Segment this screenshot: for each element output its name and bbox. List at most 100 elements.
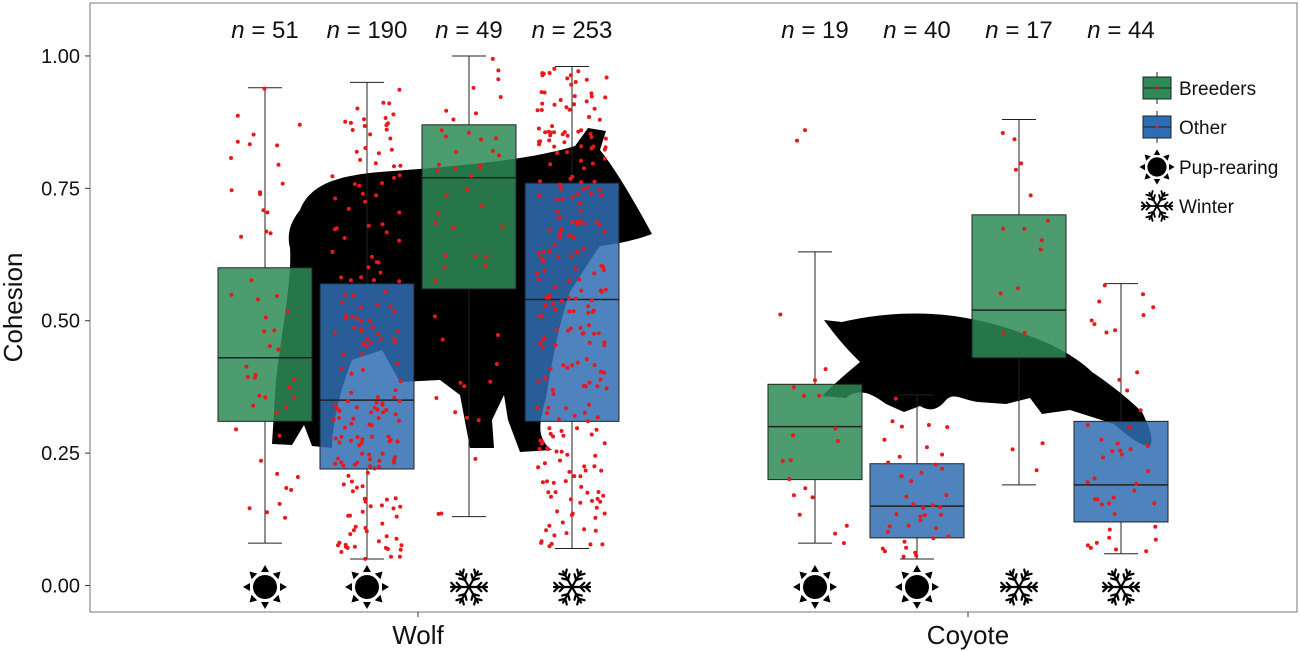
data-point [1001, 330, 1006, 335]
data-point [1101, 455, 1105, 460]
legend-label: Breeders [1179, 79, 1256, 100]
data-point [595, 496, 600, 501]
data-point [546, 490, 551, 495]
data-point [589, 135, 594, 140]
data-point [360, 451, 365, 456]
data-point [554, 328, 559, 332]
data-point [500, 224, 505, 229]
data-point [351, 528, 356, 533]
data-point [284, 405, 289, 410]
data-point [381, 410, 386, 415]
data-point [376, 416, 381, 420]
data-point [367, 422, 372, 427]
data-point [1152, 501, 1157, 506]
data-point [536, 126, 541, 131]
data-point [352, 182, 357, 187]
data-point [602, 229, 607, 234]
data-point [590, 161, 595, 166]
data-point [339, 434, 344, 439]
data-point [251, 403, 256, 408]
box-iqr [1073, 420, 1169, 523]
data-point [578, 201, 582, 206]
data-point [885, 529, 890, 534]
data-point [558, 231, 562, 236]
data-point [582, 166, 586, 171]
data-point [554, 449, 559, 454]
data-point [579, 484, 584, 489]
data-point [603, 145, 608, 150]
data-point [444, 193, 449, 198]
data-point [348, 513, 352, 518]
x-tick-label: Coyote [927, 620, 1009, 650]
data-point [559, 186, 564, 191]
data-point [586, 310, 591, 315]
data-point [436, 162, 441, 167]
data-point [392, 460, 396, 465]
data-point [244, 364, 249, 369]
data-point [480, 204, 484, 208]
data-point [553, 490, 558, 495]
data-point [367, 452, 372, 457]
data-point [926, 423, 931, 427]
data-point [551, 392, 556, 397]
data-point [578, 500, 583, 505]
data-point [547, 295, 552, 300]
data-point [535, 406, 540, 411]
data-point [443, 253, 448, 258]
data-point [359, 275, 364, 280]
data-point [235, 139, 240, 144]
data-point [378, 336, 383, 341]
data-point [886, 460, 891, 465]
data-point [352, 544, 357, 549]
data-point [350, 489, 355, 494]
data-point [1013, 167, 1018, 172]
data-point [591, 144, 596, 149]
data-point [235, 113, 240, 118]
data-point [934, 526, 939, 531]
data-point [392, 309, 397, 314]
data-point [277, 501, 282, 506]
data-point [1107, 501, 1111, 506]
data-point [535, 108, 540, 113]
data-point [600, 542, 605, 547]
data-point [922, 513, 927, 518]
data-point [392, 395, 397, 400]
data-point [395, 361, 400, 366]
data-point [918, 518, 923, 523]
data-point [343, 542, 348, 547]
data-point [363, 499, 368, 504]
data-point [393, 388, 398, 393]
data-point [540, 480, 545, 485]
data-point [392, 455, 397, 460]
data-point [370, 434, 374, 439]
data-point [547, 426, 552, 431]
data-point [599, 289, 604, 294]
data-point [283, 515, 288, 520]
data-point [263, 315, 268, 320]
data-point [399, 543, 404, 548]
data-point [565, 365, 570, 370]
season-icons-layer [243, 565, 1141, 609]
data-point [355, 435, 360, 440]
data-point [377, 458, 382, 463]
points-wolf-breeders-pup-rearing [229, 86, 302, 520]
data-point [572, 474, 577, 479]
data-point [536, 465, 541, 470]
data-point [355, 106, 360, 111]
data-point [558, 182, 562, 187]
data-point [578, 208, 583, 213]
data-point [1102, 283, 1107, 288]
data-point [378, 270, 383, 275]
data-point [539, 314, 544, 319]
data-point [388, 136, 393, 141]
data-point [333, 461, 338, 466]
data-point [565, 133, 570, 138]
data-point [360, 484, 365, 489]
data-point [582, 221, 587, 226]
data-point [537, 142, 542, 147]
data-point [592, 363, 597, 367]
data-point [589, 298, 594, 303]
data-point [391, 112, 396, 117]
data-point [436, 511, 441, 516]
points-wolf-other-pup-rearing [330, 87, 404, 561]
